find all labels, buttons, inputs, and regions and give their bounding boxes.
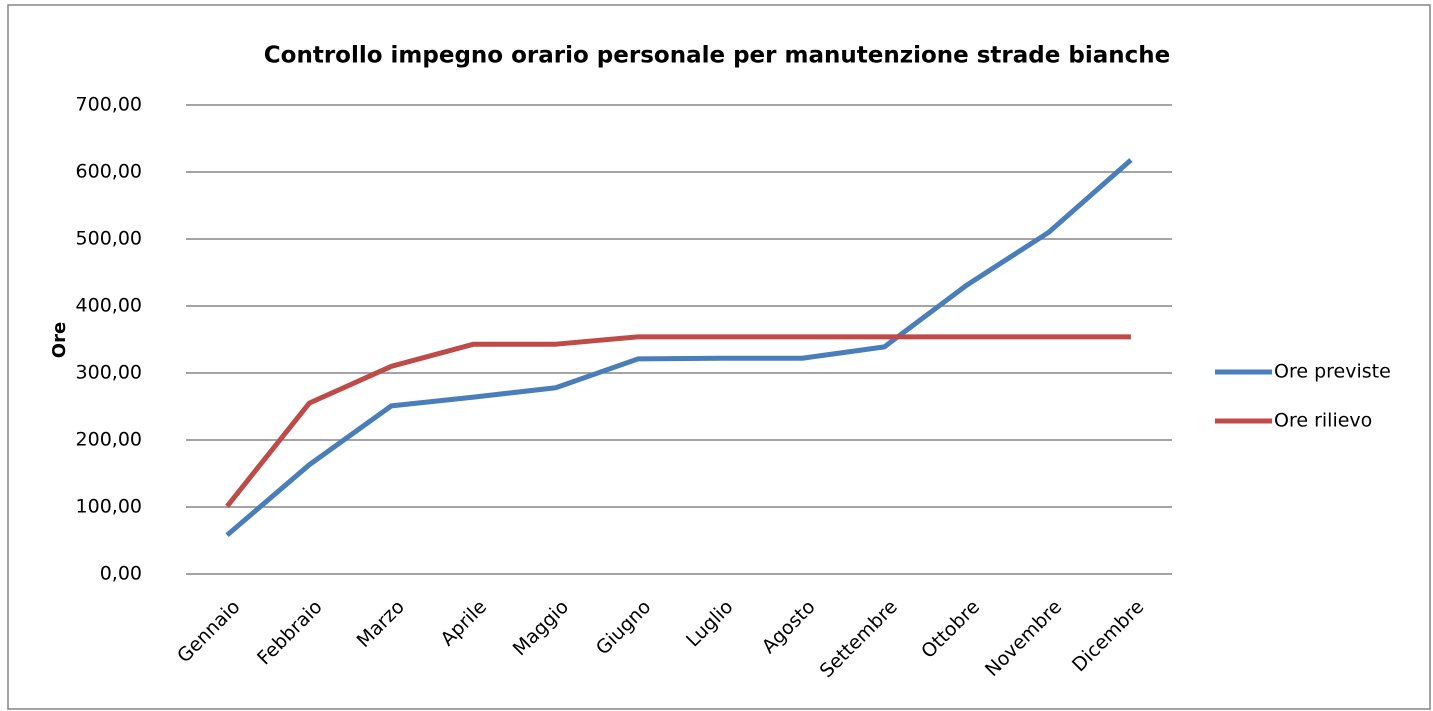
y-tick-label: 500,00 xyxy=(76,228,142,250)
legend-label: Ore previste xyxy=(1274,361,1391,383)
series-line xyxy=(225,334,1131,508)
y-tick-label: 200,00 xyxy=(76,429,142,451)
y-tick-label: 600,00 xyxy=(76,161,142,183)
y-tick-label: 700,00 xyxy=(76,94,142,116)
y-tick-label: 300,00 xyxy=(76,362,142,384)
y-tick-label: 100,00 xyxy=(76,496,142,518)
y-tick-label: 400,00 xyxy=(76,295,142,317)
legend-label: Ore rilievo xyxy=(1274,410,1372,432)
chart-title: Controllo impegno orario personale per m… xyxy=(264,43,1170,69)
y-axis-label: Ore xyxy=(49,322,70,358)
series-line xyxy=(225,158,1133,538)
y-tick-label: 0,00 xyxy=(100,563,142,585)
